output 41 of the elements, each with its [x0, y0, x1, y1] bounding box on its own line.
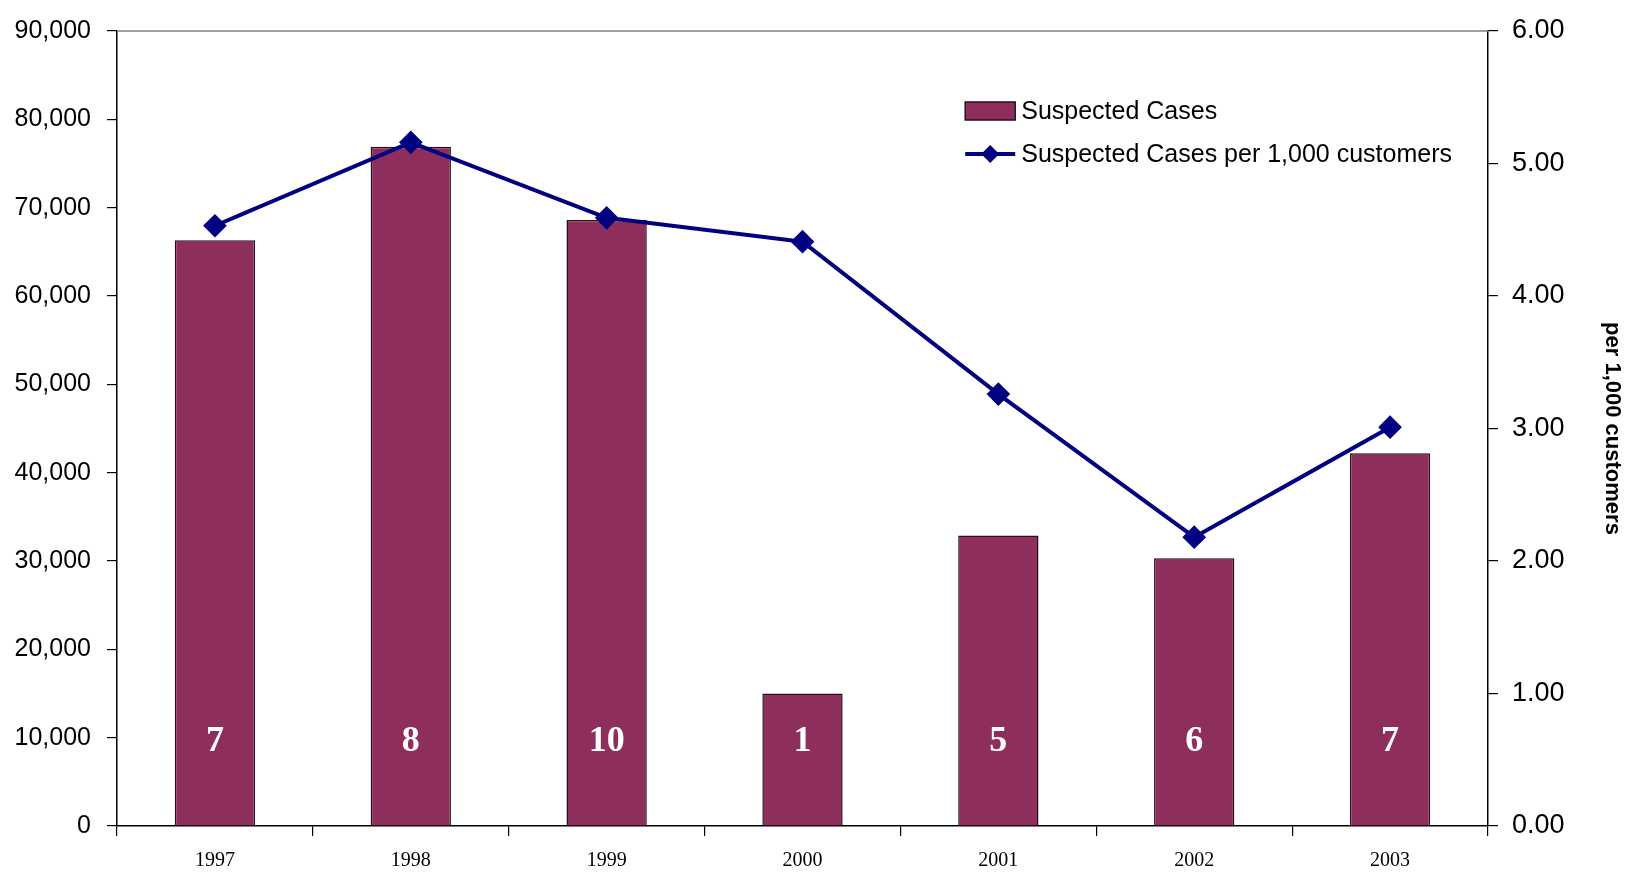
point: [399, 131, 422, 154]
y-tick-label: 30,000: [14, 544, 91, 573]
x-tick-label: 1999: [586, 848, 627, 871]
legend-label: Suspected Cases per 1,000 customers: [1021, 138, 1453, 167]
y-tick-label: 0: [77, 809, 91, 838]
point: [987, 383, 1010, 406]
y-tick-label: 60,000: [14, 279, 91, 308]
x-tick-label: 2003: [1370, 848, 1411, 871]
y-tick-label: 70,000: [14, 191, 91, 220]
point: [203, 214, 226, 237]
y2-tick-label: 0.00: [1512, 809, 1565, 840]
annotation: 6: [1185, 719, 1204, 760]
y-tick-label: 90,000: [14, 14, 91, 43]
point: [1379, 416, 1402, 439]
annotation: 7: [205, 719, 224, 760]
point: [791, 230, 814, 253]
annotation: 1: [793, 719, 812, 760]
y2-tick-label: 6.00: [1512, 14, 1565, 45]
y2-tick-label: 4.00: [1512, 279, 1565, 310]
y2-tick-label: 3.00: [1512, 411, 1565, 442]
x-tick-label: 2002: [1174, 848, 1215, 871]
y-tick-label: 50,000: [14, 368, 91, 397]
y2-tick-label: 5.00: [1512, 146, 1565, 177]
annotation: 10: [588, 719, 625, 760]
y2-tick-label: 1.00: [1512, 676, 1565, 707]
y-tick-label: 40,000: [14, 456, 91, 485]
annotation: 7: [1381, 719, 1400, 760]
point: [1183, 526, 1206, 549]
y2-tick-label: 2.00: [1512, 544, 1565, 575]
y-tick-label: 20,000: [14, 633, 91, 662]
y2-axis-title: per 1,000 customers: [1600, 322, 1626, 535]
legend-label: Suspected Cases: [1021, 95, 1218, 124]
x-tick-label: 1998: [390, 848, 431, 871]
annotation: 5: [989, 719, 1008, 760]
point: [595, 206, 618, 229]
x-tick-label: 1997: [194, 848, 235, 871]
x-tick-label: 2001: [978, 848, 1019, 871]
y-tick-label: 10,000: [14, 721, 91, 750]
annotation: 8: [401, 719, 420, 760]
x-tick-label: 2000: [782, 848, 823, 871]
y-tick-label: 80,000: [14, 103, 91, 132]
